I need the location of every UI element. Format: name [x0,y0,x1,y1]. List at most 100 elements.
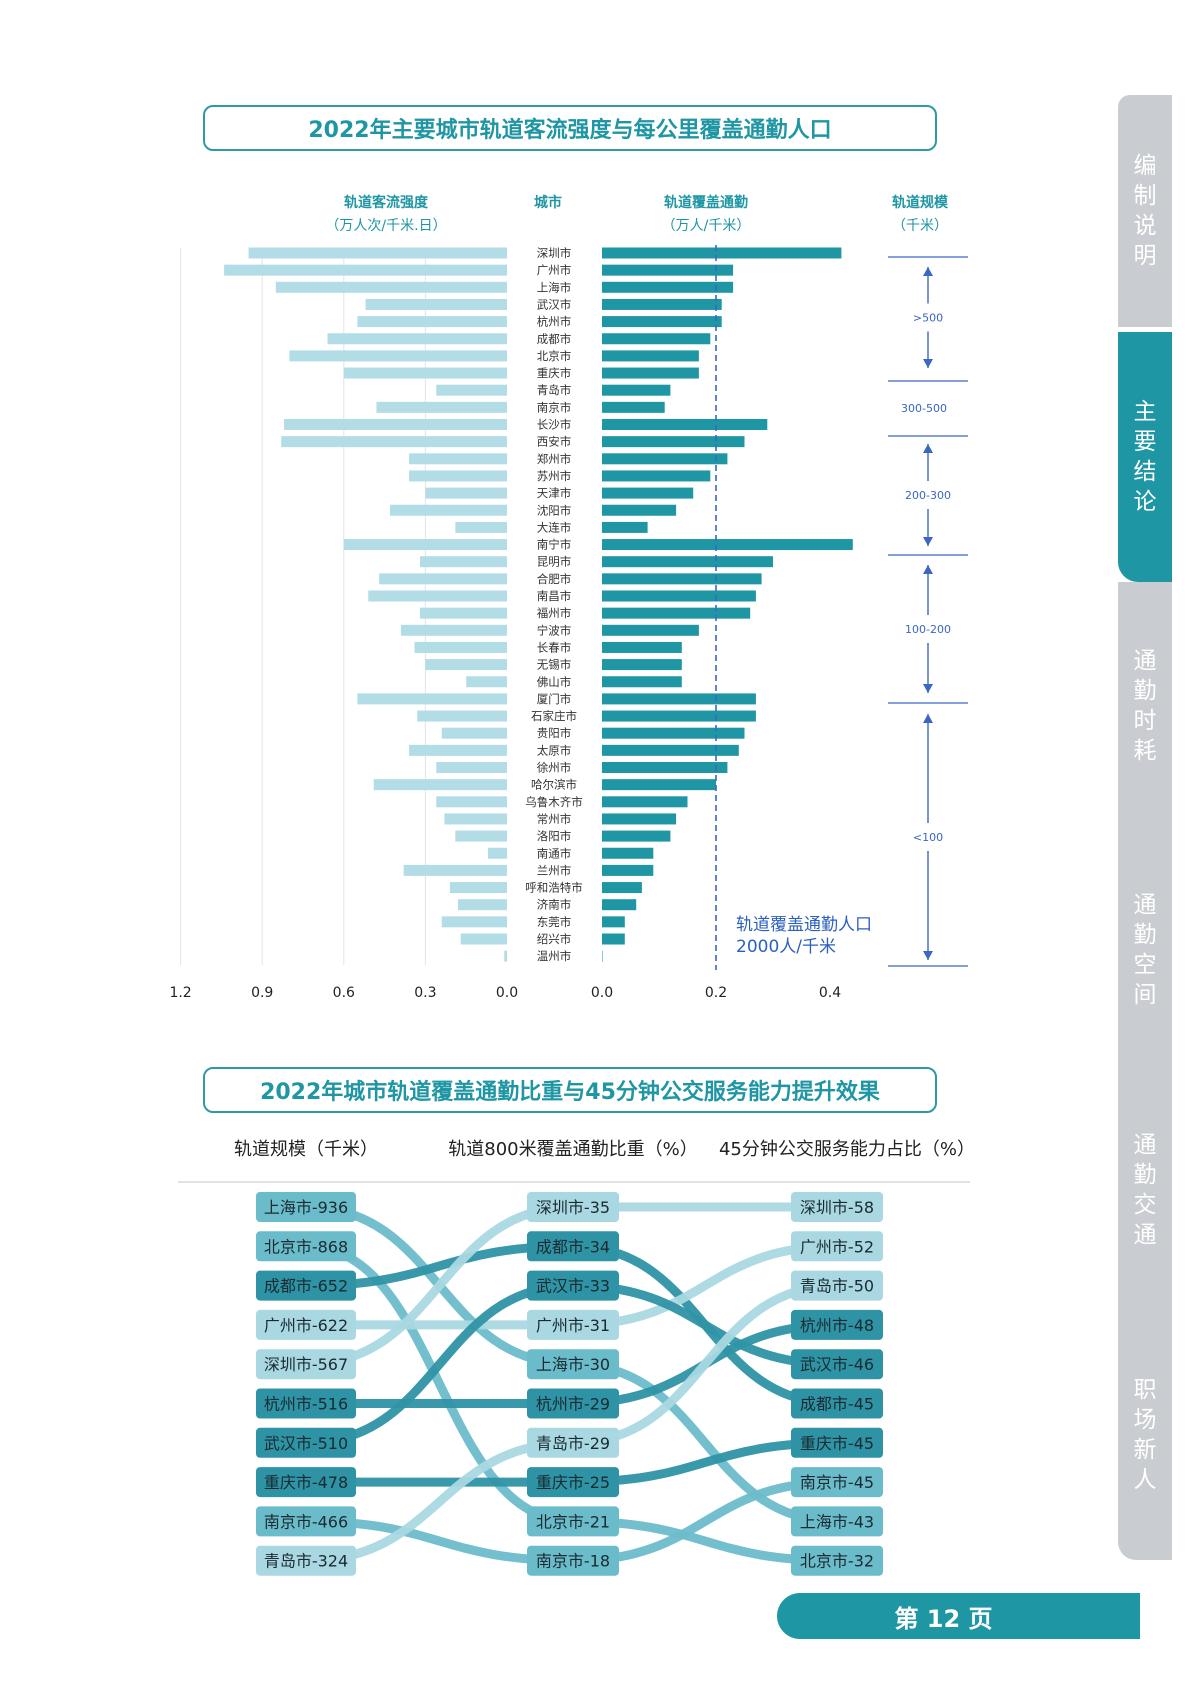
left-bar [487,847,507,859]
right-bar [602,539,853,551]
left-bar [373,779,507,791]
slope-node-label: 青岛市-324 [264,1552,348,1571]
sidebar-item-jiaotong[interactable]: 通勤交通 [1118,1070,1172,1310]
left-bar [466,676,507,688]
left-bar [289,350,507,362]
city-label: 温州市 [537,949,572,963]
right-bar [602,419,768,430]
sidebar-item-bianzhi[interactable]: 编制说明 [1118,95,1172,327]
city-label: 洛阳市 [537,829,572,843]
slope-node-label: 上海市-30 [536,1355,610,1374]
left-bar [343,539,507,551]
slope-node-label: 重庆市-45 [800,1434,874,1453]
right-bar [602,676,682,688]
slope-node [791,1427,883,1458]
slope-node [791,1545,883,1576]
city-label: 贵阳市 [537,726,572,740]
page-number-badge: 第 12 页 [777,1593,1140,1639]
left-bar [283,419,507,430]
city-label: 沈阳市 [537,503,572,517]
slope-node [527,1545,619,1576]
slope-node [256,1349,356,1380]
city-label: 兰州市 [537,863,572,877]
scale-arrowhead [923,267,933,276]
left-bar [444,813,507,825]
scale-column-unit: （千米） [892,218,948,234]
slope-node [791,1309,883,1340]
city-label: 苏州市 [537,469,572,483]
left-bar [365,298,507,310]
right-bar [602,401,665,413]
slope-node [256,1467,356,1498]
city-label: 南宁市 [537,538,572,552]
right-tick-label: 0.4 [819,985,841,1001]
scale-arrowhead [923,444,933,453]
slope-node [256,1388,356,1419]
slope-node [791,1506,883,1537]
right-bar [602,470,711,482]
slope-node [256,1270,356,1301]
left-tick-label: 1.2 [169,985,191,1001]
slope-node [256,1506,356,1537]
right-bar [602,367,699,379]
right-axis-ticks: 0.0 0.2 0.4 [591,985,841,1001]
right-bar [602,899,637,911]
slope-node [527,1349,619,1380]
city-column-header: 城市 [534,194,562,211]
left-tick-label: 0.3 [414,985,436,1001]
right-bar [602,350,699,362]
left-bar [409,470,507,482]
right-column-unit: （万人/千米） [662,218,751,234]
slope-node-label: 武汉市-33 [536,1277,610,1296]
left-bar [357,693,507,705]
scale-group-label: <100 [913,831,943,844]
left-bar [436,762,507,773]
right-bar [602,487,694,499]
city-label: 石家庄市 [531,709,577,723]
city-label: 长沙市 [537,418,572,432]
chart1-title: 2022年主要城市轨道客流强度与每公里覆盖通勤人口 [203,105,937,151]
slope-node-label: 深圳市-58 [800,1198,874,1217]
right-bar [602,298,722,310]
left-column-unit: （万人次/千米.日） [325,218,446,234]
city-label: 成都市 [537,332,572,346]
slope-node-label: 杭州市-29 [536,1395,610,1414]
city-label: 重庆市 [537,366,572,380]
left-bar [419,556,507,568]
slope-node-label: 广州市-622 [264,1316,348,1335]
col-header-service: 45分钟公交服务能力占比（%） [719,1139,975,1160]
sidebar-item-zhuyao[interactable]: 主要结论 [1118,332,1172,582]
slope-node [527,1270,619,1301]
left-column-header: 轨道客流强度 [344,194,429,211]
left-tick-label: 0.0 [496,985,518,1001]
sidebar-item-xinren[interactable]: 职场新人 [1118,1310,1172,1560]
slope-node-label: 成都市-45 [800,1395,874,1414]
left-bar [409,744,507,756]
scale-column-header: 轨道规模 [892,194,949,211]
city-label: 东莞市 [537,915,572,929]
city-label: 无锡市 [537,658,572,672]
city-label: 长春市 [537,640,572,654]
right-bar [602,641,682,653]
city-label: 大连市 [537,520,572,534]
left-bar [248,247,507,259]
slope-node-label: 杭州市-516 [264,1395,348,1414]
city-label: 深圳市 [537,246,572,260]
reference-label: 轨道覆盖通勤人口 [736,915,872,935]
slope-node-label: 深圳市-35 [536,1198,610,1217]
city-label: 西安市 [537,435,572,449]
city-label: 广州市 [537,263,572,277]
left-bar [419,607,507,619]
slope-node-label: 深圳市-567 [264,1355,348,1374]
city-label: 南通市 [537,846,572,860]
left-bar [224,264,507,276]
scale-group-label: 200-300 [905,489,951,502]
scale-arrowhead [923,537,933,546]
left-bar [376,401,507,413]
slope-node [256,1545,356,1576]
right-bar [602,624,699,636]
right-bar [602,659,682,671]
sidebar-item-shihao[interactable]: 通勤时耗 [1118,582,1172,830]
right-bar [602,333,711,345]
sidebar-item-kongjian[interactable]: 通勤空间 [1118,830,1172,1070]
